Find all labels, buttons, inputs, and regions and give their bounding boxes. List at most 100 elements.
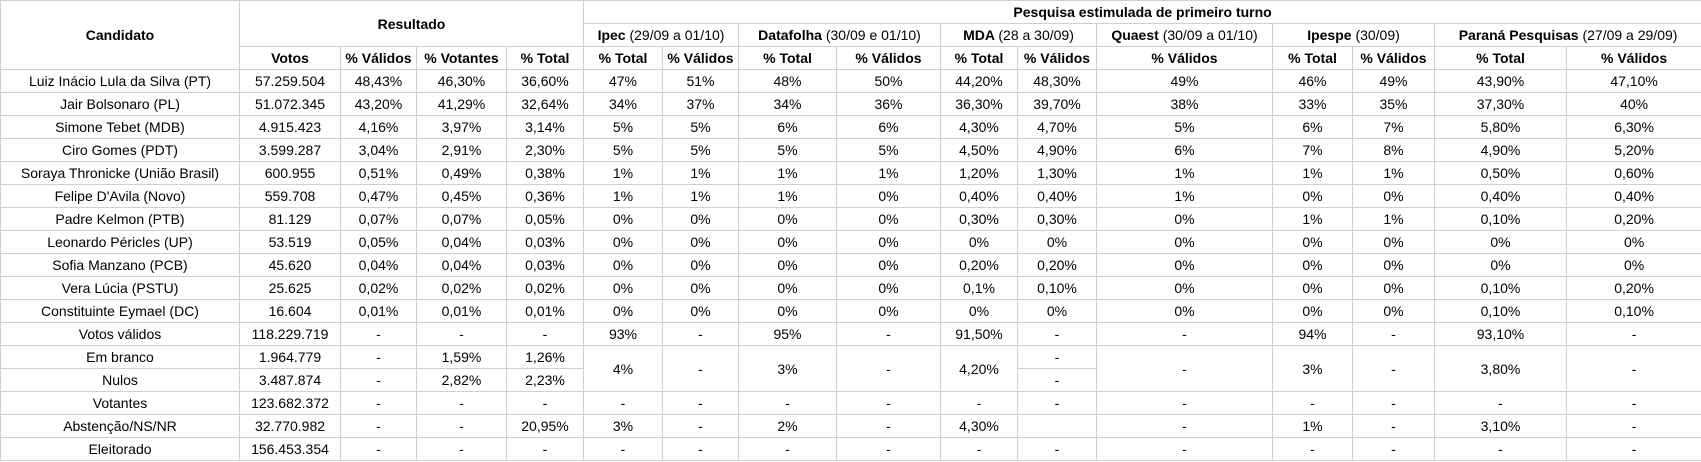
cell: 0%: [1096, 230, 1273, 254]
row-label: Constituinte Eymael (DC): [0, 299, 240, 323]
cell: 0,1%: [940, 276, 1018, 300]
cell: 41,29%: [416, 92, 507, 116]
cell: -: [1434, 391, 1567, 415]
cell: -: [662, 322, 739, 346]
cell: 0%: [738, 299, 837, 323]
column-header: % Válidos: [1096, 46, 1273, 70]
cell: 2%: [738, 414, 837, 438]
column-header: % Total: [1434, 46, 1567, 70]
cell: 0,30%: [1017, 207, 1097, 231]
cell: 0,49%: [416, 161, 507, 185]
cell: 0%: [662, 299, 739, 323]
cell: 0%: [1434, 253, 1567, 277]
cell: 6,30%: [1565, 115, 1701, 139]
cell: 0,10%: [1434, 207, 1567, 231]
cell: 48%: [738, 69, 837, 93]
cell: 0%: [1272, 276, 1353, 300]
cell: 34%: [738, 92, 837, 116]
poll-name: Paraná Pesquisas: [1458, 27, 1579, 43]
cell: 4,30%: [940, 115, 1018, 139]
cell: 45.620: [239, 253, 341, 277]
cell: 156.453.354: [239, 437, 341, 461]
cell: 38%: [1096, 92, 1273, 116]
column-header: % Total: [583, 46, 663, 70]
cell: 0%: [662, 276, 739, 300]
cell: 3,97%: [416, 115, 507, 139]
cell: 43,90%: [1434, 69, 1567, 93]
table-row: Ciro Gomes (PDT) 3.599.287 3,04% 2,91% 2,30%…: [0, 138, 1701, 162]
cell: 6%: [1096, 138, 1273, 162]
cell: -: [506, 322, 584, 346]
cell: 0%: [836, 276, 941, 300]
cell: 1%: [738, 184, 837, 208]
cell: -: [836, 322, 941, 346]
table-row: Simone Tebet (MDB) 4.915.423 4,16% 3,97% 3,1…: [0, 115, 1701, 139]
cell: 3.487.874: [239, 368, 341, 392]
cell: 1,59%: [416, 345, 507, 369]
cell: 0%: [738, 253, 837, 277]
cell: 0%: [1272, 253, 1353, 277]
cell: -: [1017, 322, 1097, 346]
cell: 0,36%: [506, 184, 584, 208]
poll-header: Quaest (30/09 a 01/10): [1096, 23, 1273, 47]
cell: 0,20%: [1565, 207, 1701, 231]
cell: 0,40%: [1017, 184, 1097, 208]
cell: 4,50%: [940, 138, 1018, 162]
cell: -: [940, 437, 1018, 461]
cell: 0,01%: [506, 299, 584, 323]
cell: 25.625: [239, 276, 341, 300]
cell: 0%: [662, 207, 739, 231]
row-label: Sofia Manzano (PCB): [0, 253, 240, 277]
cell: 1%: [583, 161, 663, 185]
cell: 47,10%: [1565, 69, 1701, 93]
cell: 5%: [836, 138, 941, 162]
cell: 0%: [1272, 230, 1353, 254]
cell: 1%: [1272, 414, 1353, 438]
cell: 0,40%: [1434, 184, 1567, 208]
cell: 47%: [583, 69, 663, 93]
cell: 1%: [662, 161, 739, 185]
cell: 118.229.719: [239, 322, 341, 346]
column-header: % Válidos: [1017, 46, 1097, 70]
cell: -: [1017, 368, 1097, 392]
cell: 5,20%: [1565, 138, 1701, 162]
cell: 53.519: [239, 230, 341, 254]
cell: 600.955: [239, 161, 341, 185]
result-header: Resultado: [239, 0, 584, 47]
cell: 1%: [1096, 184, 1273, 208]
cell: 1%: [738, 161, 837, 185]
cell: 4,16%: [340, 115, 417, 139]
cell: 0,05%: [506, 207, 584, 231]
cell: -: [1352, 322, 1435, 346]
cell: 0%: [1565, 230, 1701, 254]
cell: 0,02%: [506, 276, 584, 300]
poll-header: Ipespe (30/09): [1272, 23, 1435, 47]
cell: 20,95%: [506, 414, 584, 438]
cell: -: [1096, 437, 1273, 461]
cell: 0,60%: [1565, 161, 1701, 185]
cell: -: [340, 437, 417, 461]
cell: 50%: [836, 69, 941, 93]
cell: -: [340, 368, 417, 392]
cell: -: [836, 345, 941, 392]
cell: -: [1352, 345, 1435, 392]
cell: 0,04%: [340, 253, 417, 277]
column-header: % Válidos: [1565, 46, 1701, 70]
column-header: % Válidos: [1352, 46, 1435, 70]
cell: 0,10%: [1434, 299, 1567, 323]
cell: 1,20%: [940, 161, 1018, 185]
cell: 0,02%: [416, 276, 507, 300]
table-row: Felipe D'Avila (Novo) 559.708 0,47% 0,45% 0,…: [0, 184, 1701, 208]
cell: -: [662, 414, 739, 438]
cell: 0,45%: [416, 184, 507, 208]
cell: 0,20%: [1017, 253, 1097, 277]
cell: 2,30%: [506, 138, 584, 162]
cell: 0%: [662, 230, 739, 254]
row-label: Simone Tebet (MDB): [0, 115, 240, 139]
cell: 0%: [836, 207, 941, 231]
column-header: % Válidos: [340, 46, 417, 70]
column-header: Votos: [239, 46, 341, 70]
cell: 0%: [836, 299, 941, 323]
cell: 0%: [1352, 253, 1435, 277]
cell: 3,14%: [506, 115, 584, 139]
